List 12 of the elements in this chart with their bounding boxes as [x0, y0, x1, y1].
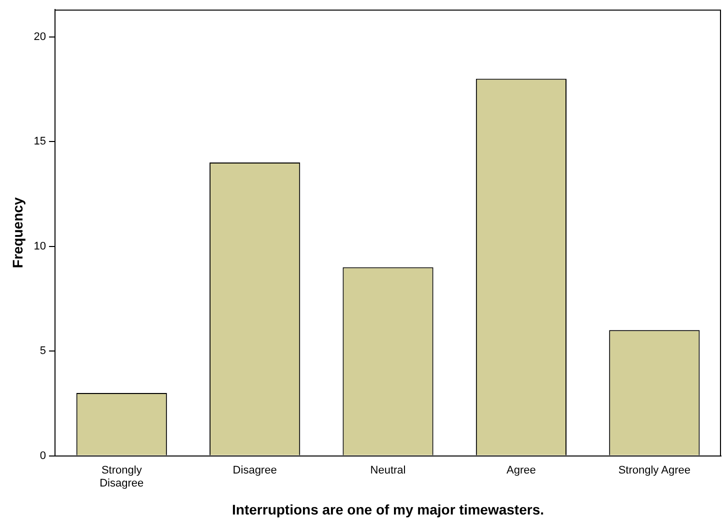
x-tick-label: Agree	[506, 464, 536, 476]
y-tick-label: 15	[34, 136, 46, 148]
y-tick-label: 0	[40, 450, 46, 462]
y-tick-label: 10	[34, 240, 46, 252]
x-tick-label: Disagree	[232, 464, 277, 476]
y-axis-title: Frequency	[9, 197, 26, 268]
x-axis-title: Interruptions are one of my major timewasters.	[232, 501, 544, 518]
x-tick-label: Strongly Agree	[618, 464, 690, 476]
x-tick-label: Neutral	[370, 464, 406, 476]
x-tick-label: Strongly Disagree	[100, 464, 144, 490]
y-tick-label: 5	[40, 345, 46, 358]
y-tick-label: 20	[34, 30, 46, 43]
